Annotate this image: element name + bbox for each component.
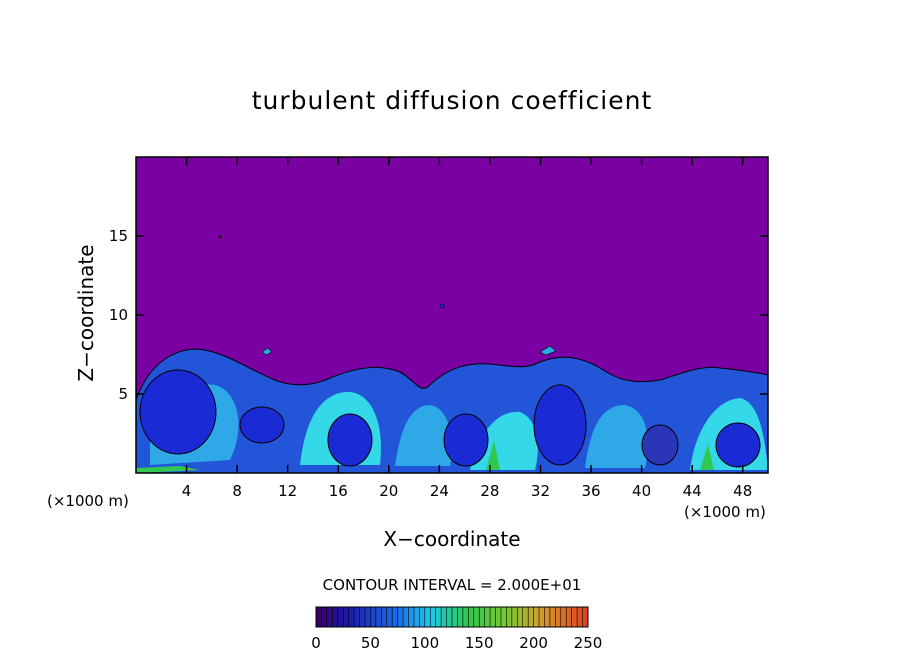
y-axis-label: Z−coordinate bbox=[74, 244, 98, 382]
surface-streak bbox=[486, 440, 500, 470]
vortex-core bbox=[239, 406, 285, 444]
colorbar-tick-label: 0 bbox=[311, 634, 321, 652]
colorbar-tick-label: 50 bbox=[360, 634, 380, 652]
plume bbox=[470, 411, 538, 470]
vortex-core bbox=[533, 384, 587, 466]
vortex-core bbox=[715, 422, 761, 468]
colorbar-tick-label: 200 bbox=[519, 634, 548, 652]
x-tick-label: 12 bbox=[278, 482, 297, 500]
x-axis-label: X−coordinate bbox=[383, 527, 521, 551]
y-axis-ticks: 5 10 15 bbox=[109, 227, 768, 403]
x-tick-label: 8 bbox=[232, 482, 242, 500]
x-tick-label: 20 bbox=[379, 482, 398, 500]
surface-streak bbox=[700, 444, 714, 470]
x-tick-label: 44 bbox=[683, 482, 702, 500]
speckle bbox=[539, 345, 557, 356]
y-tick-label: 15 bbox=[109, 227, 128, 245]
y-tick-label: 10 bbox=[109, 306, 128, 324]
x-axis-unit: (×1000 m) bbox=[684, 503, 766, 521]
speckle bbox=[218, 235, 222, 239]
x-tick-label: 48 bbox=[733, 482, 752, 500]
vortex-core bbox=[139, 369, 217, 455]
speckle bbox=[261, 347, 273, 356]
colorbar-tick-label: 150 bbox=[464, 634, 494, 652]
surface-streak bbox=[136, 466, 200, 473]
x-tick-label: 40 bbox=[632, 482, 651, 500]
x-tick-label: 28 bbox=[480, 482, 499, 500]
y-axis-unit: (×1000 m) bbox=[47, 492, 129, 510]
chart-title: turbulent diffusion coefficient bbox=[251, 86, 653, 115]
colorbar-tick-label: 250 bbox=[573, 634, 603, 652]
x-tick-label: 36 bbox=[581, 482, 600, 500]
vortex-core bbox=[327, 413, 373, 467]
x-axis-ticks: 4 8 12 16 20 24 28 32 36 40 44 48 bbox=[182, 157, 752, 500]
heatmap-field bbox=[136, 157, 768, 473]
colorbar-tick-label: 100 bbox=[410, 634, 440, 652]
colorbar-ticks bbox=[315, 607, 589, 627]
vortex-core bbox=[443, 413, 489, 467]
speckle bbox=[439, 303, 445, 309]
x-tick-label: 16 bbox=[329, 482, 348, 500]
contour-interval: CONTOUR INTERVAL = 2.000E+01 bbox=[322, 576, 582, 594]
plume bbox=[585, 405, 648, 468]
x-tick-label: 4 bbox=[182, 482, 192, 500]
y-tick-label: 5 bbox=[118, 385, 128, 403]
plume bbox=[395, 405, 452, 466]
vortex-core bbox=[641, 424, 679, 466]
x-tick-label: 24 bbox=[430, 482, 449, 500]
x-tick-label: 32 bbox=[531, 482, 550, 500]
